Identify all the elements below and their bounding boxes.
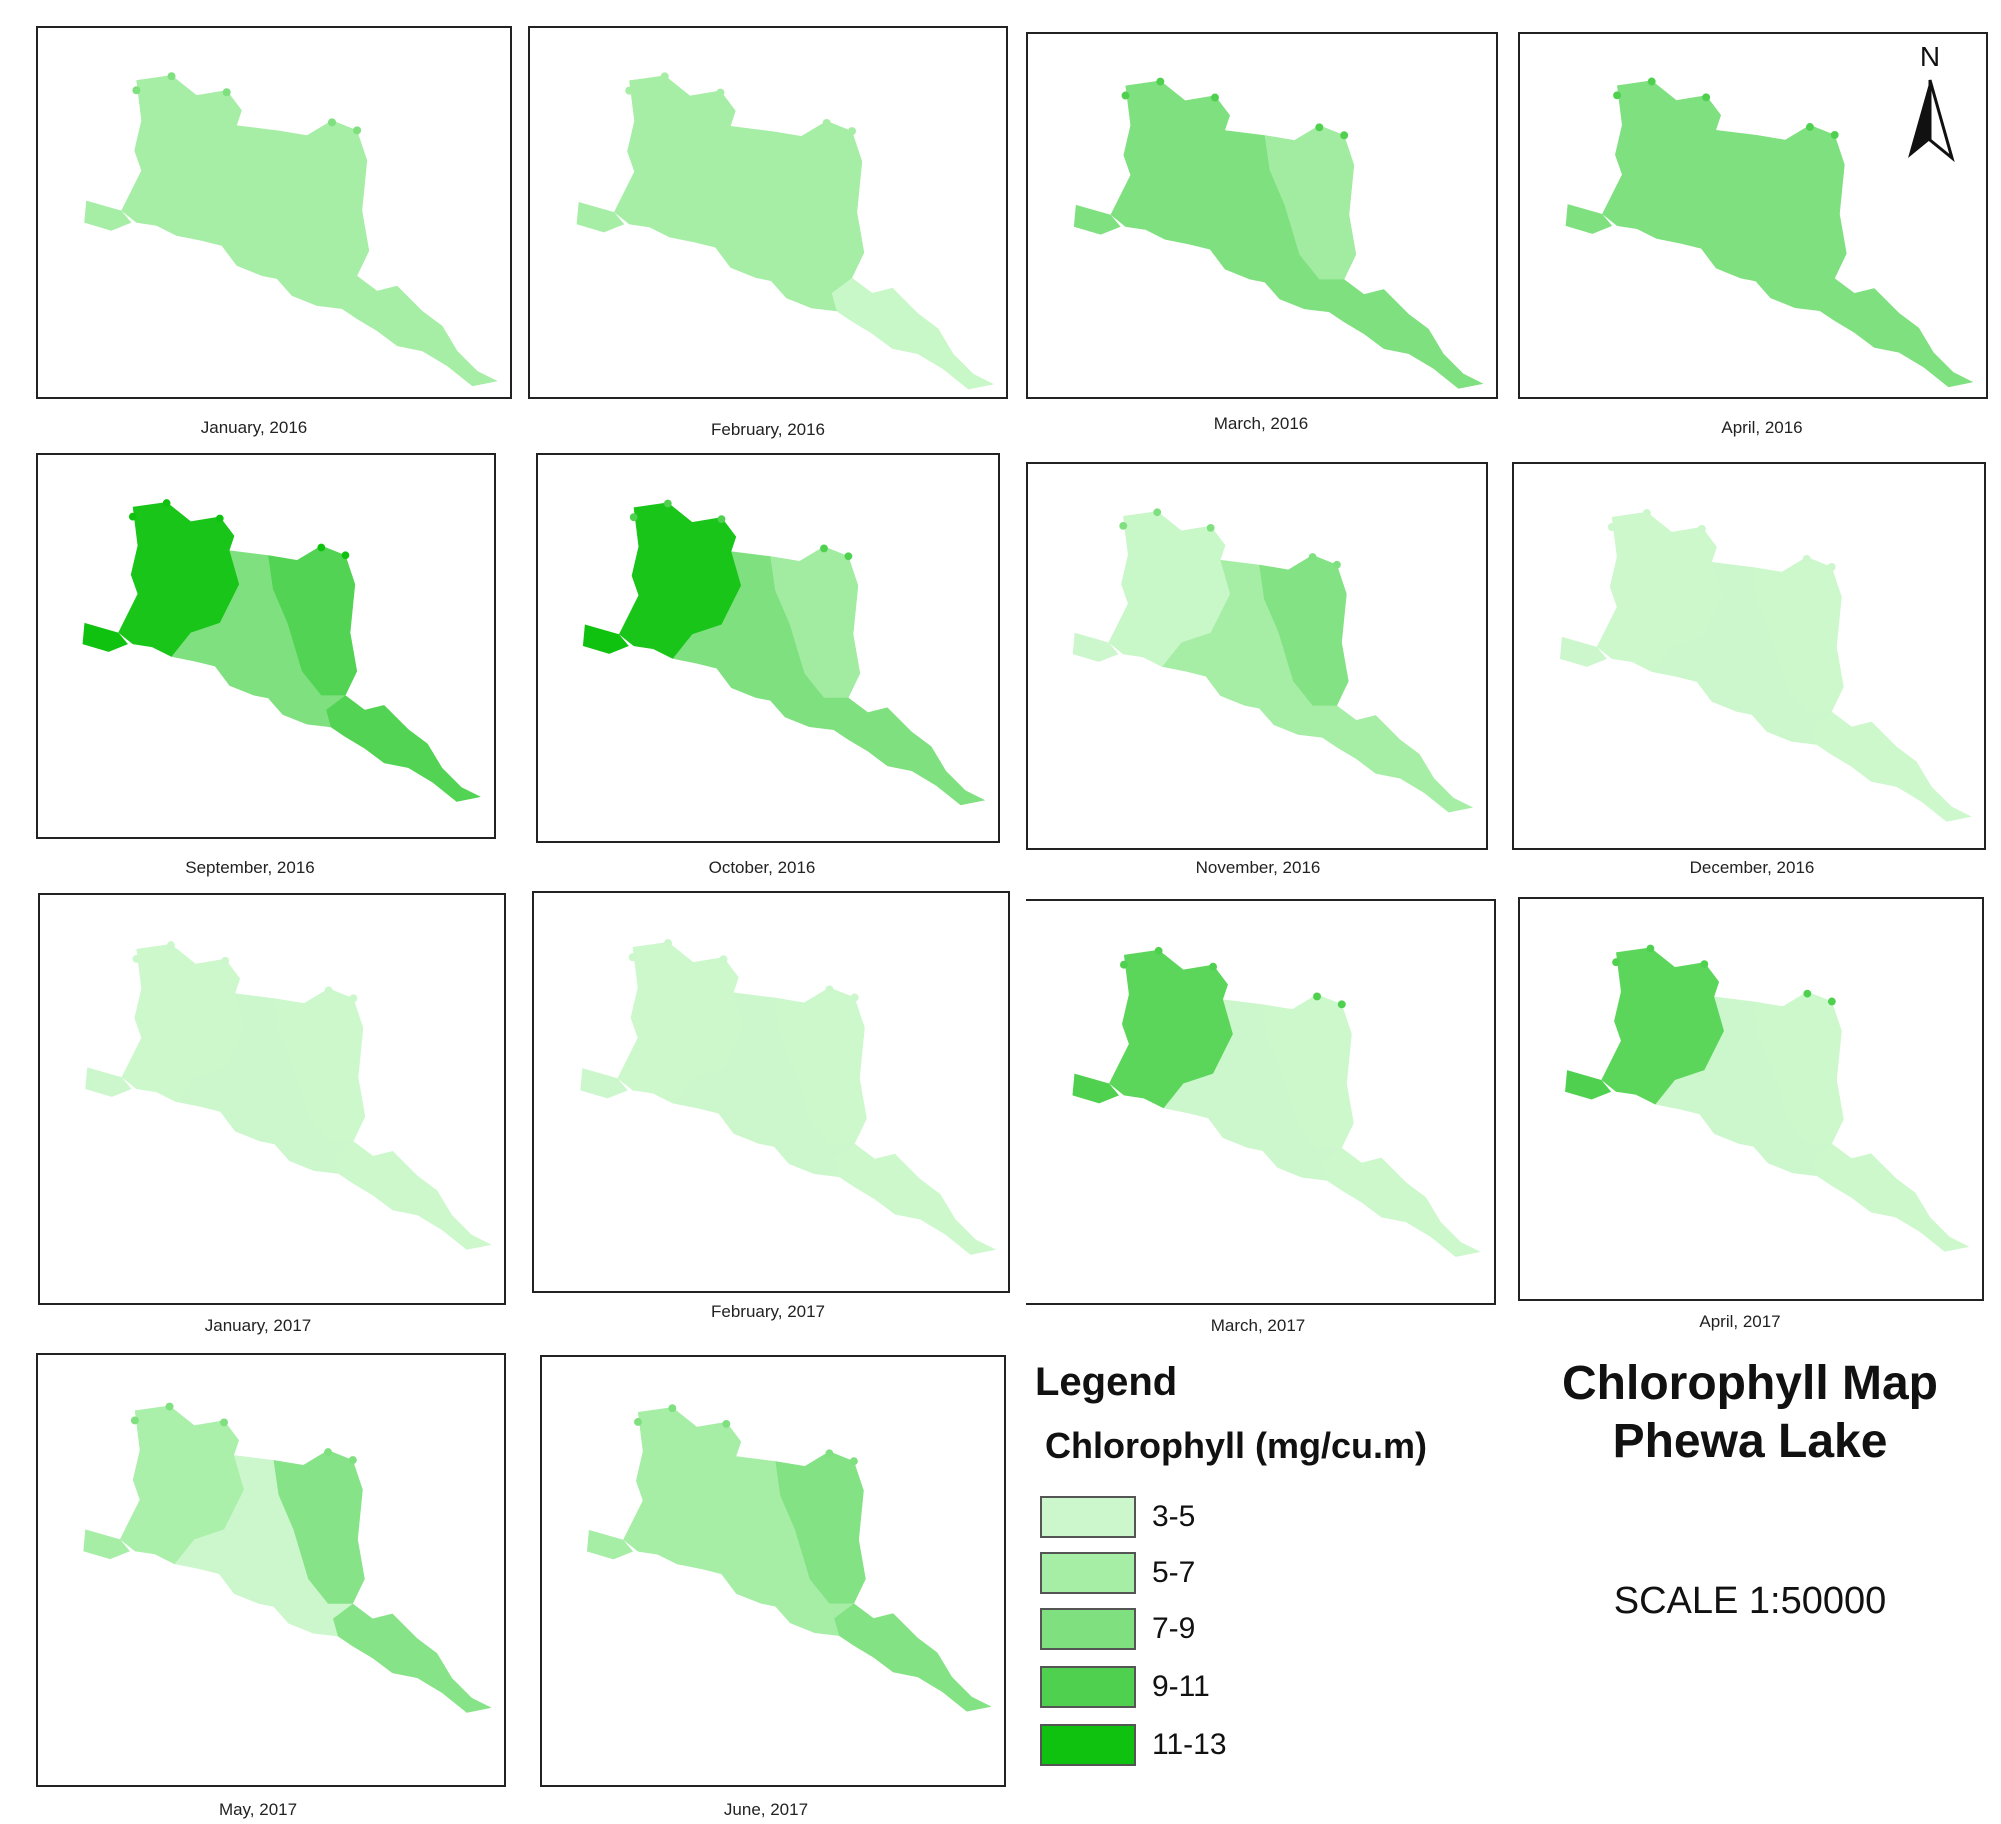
- lake-shape: [580, 939, 996, 1255]
- lake-shape: [83, 1402, 492, 1713]
- lake-map: [84, 72, 498, 387]
- lake-shape: [1565, 77, 1974, 388]
- lake-map: [1072, 946, 1481, 1257]
- map-title: Chlorophyll Map Phewa Lake: [1500, 1355, 2000, 1471]
- legend-label: 11-13: [1152, 1728, 1227, 1761]
- lake-map: [83, 1402, 492, 1713]
- lake-map: [1565, 77, 1974, 388]
- legend-swatch: [1040, 1608, 1136, 1650]
- lake-shape: [1565, 944, 1970, 1252]
- legend-subtitle: Chlorophyll (mg/cu.m): [1045, 1425, 1427, 1466]
- map-title-line2: Phewa Lake: [1612, 1415, 1888, 1468]
- lake-map: [1565, 944, 1970, 1252]
- lake-shape: [1073, 77, 1484, 389]
- lake-map: [1073, 77, 1484, 389]
- panel-caption: April, 2017: [1699, 1312, 1781, 1331]
- lake-shape: [1559, 509, 1972, 822]
- panel-caption: December, 2016: [1689, 858, 1815, 877]
- map-panel-may-2017: [36, 1353, 506, 1787]
- panel-caption: February, 2017: [710, 1302, 826, 1321]
- lake-map: [582, 499, 986, 806]
- panel-caption: May, 2017: [218, 1800, 298, 1819]
- lake-map: [85, 941, 492, 1250]
- lake-shape: [576, 72, 994, 390]
- lake-shape: [84, 72, 498, 387]
- legend-label: 3-5: [1152, 1500, 1196, 1533]
- legend-swatch: [1040, 1666, 1136, 1708]
- lake-shape: [586, 1404, 992, 1712]
- map-panel-jan-2017: [38, 893, 506, 1305]
- lake-map: [1559, 509, 1972, 822]
- lake-map: [586, 1404, 992, 1712]
- map-panel-jan-2016: [36, 26, 512, 399]
- lake-shape: [582, 499, 986, 806]
- panel-caption: March, 2017: [1210, 1316, 1306, 1335]
- map-panel-mar-2017: [1026, 899, 1496, 1305]
- panel-caption: February, 2016: [710, 420, 826, 439]
- lake-shape: [85, 941, 492, 1250]
- north-label: N: [1920, 41, 1940, 72]
- legend-label: 9-11: [1152, 1670, 1210, 1703]
- map-panel-jun-2017: [540, 1355, 1006, 1787]
- map-scale: SCALE 1:50000: [1613, 1580, 1887, 1622]
- panel-caption: October, 2016: [708, 858, 816, 877]
- map-panel-mar-2016: [1026, 32, 1498, 399]
- panel-caption: June, 2017: [723, 1800, 809, 1819]
- lake-map: [1072, 508, 1473, 813]
- map-panel-feb-2016: [528, 26, 1008, 399]
- legend-label: 5-7: [1152, 1556, 1196, 1589]
- lake-shape: [1072, 508, 1473, 813]
- lake-map: [82, 499, 481, 802]
- legend-label: 7-9: [1152, 1612, 1196, 1645]
- map-panel-feb-2017: [532, 891, 1010, 1293]
- panel-caption: March, 2016: [1213, 414, 1309, 433]
- legend-swatch: [1040, 1496, 1136, 1538]
- panel-caption: January, 2016: [200, 418, 308, 437]
- map-title-line1: Chlorophyll Map: [1562, 1357, 1938, 1410]
- legend-swatch: [1040, 1724, 1136, 1766]
- legend-swatch: [1040, 1552, 1136, 1594]
- map-panel-oct-2016: [536, 453, 1000, 843]
- legend-title: Legend: [1035, 1360, 1178, 1404]
- north-arrow: N: [1900, 40, 1960, 170]
- panel-caption: November, 2016: [1195, 858, 1321, 877]
- panel-caption: September, 2016: [185, 858, 315, 877]
- map-panel-dec-2016: [1512, 462, 1986, 850]
- map-panel-nov-2016: [1026, 462, 1488, 850]
- lake-map: [580, 939, 996, 1255]
- map-panel-apr-2017: [1518, 897, 1984, 1301]
- lake-shape: [82, 499, 481, 802]
- panel-caption: April, 2016: [1721, 418, 1803, 437]
- lake-shape: [1072, 946, 1481, 1257]
- map-panel-sep-2016: [36, 453, 496, 839]
- lake-map: [576, 72, 994, 390]
- map-panel-apr-2016: [1518, 32, 1988, 399]
- panel-caption: January, 2017: [204, 1316, 312, 1335]
